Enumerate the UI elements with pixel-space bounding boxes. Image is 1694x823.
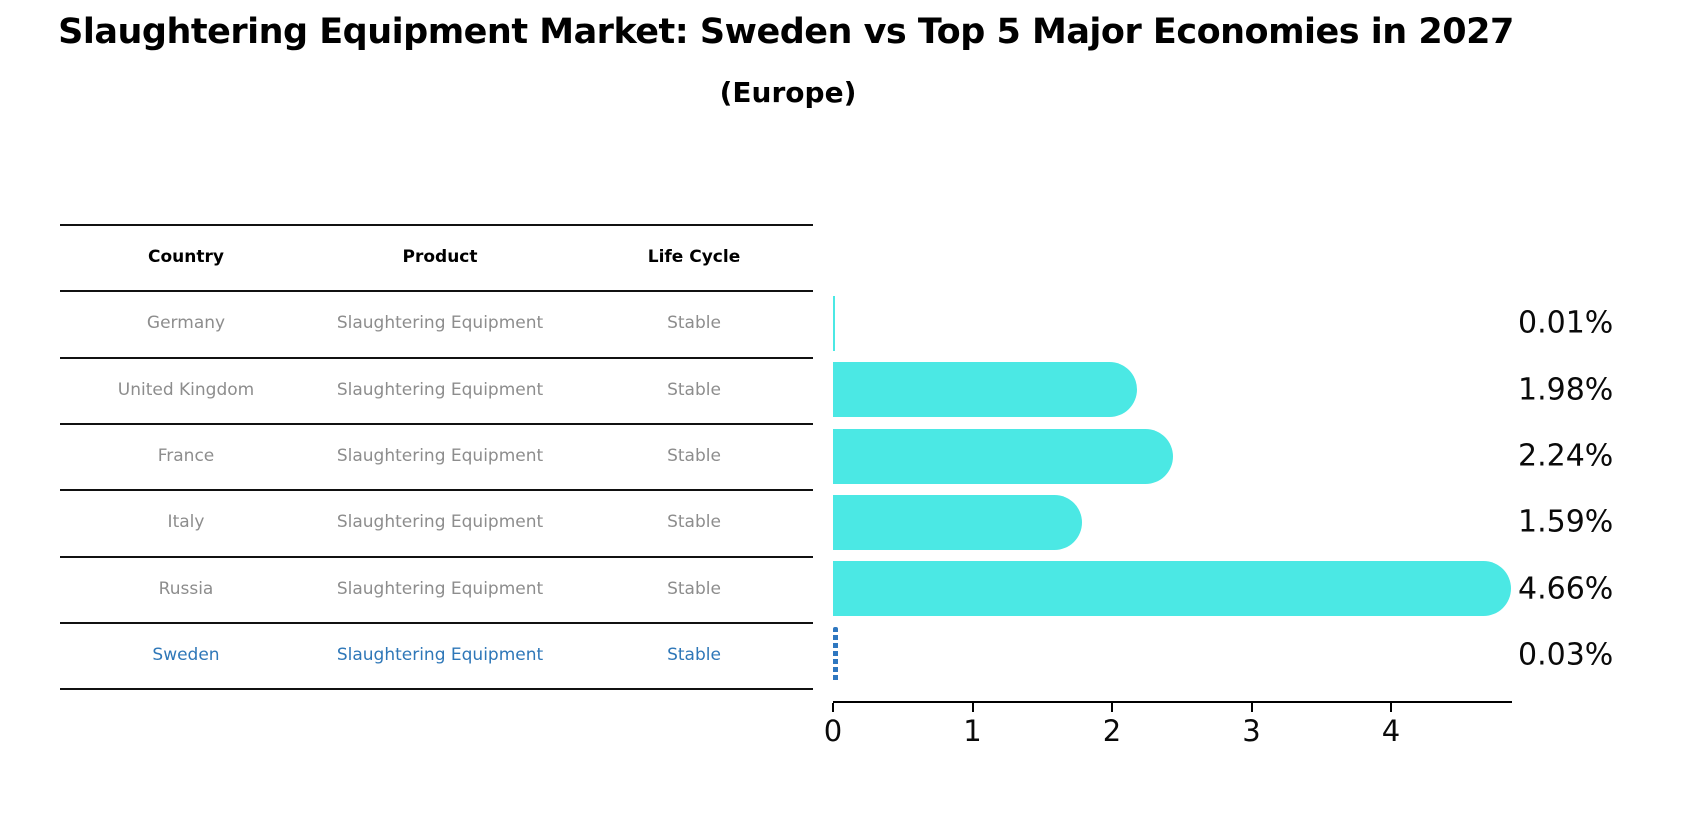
page-title: Slaughtering Equipment Market: Sweden vs… — [58, 12, 1514, 52]
value-label: 0.03% — [1518, 637, 1614, 673]
x-axis-tick — [1390, 703, 1392, 712]
bar — [833, 494, 1083, 550]
table-rule — [60, 224, 813, 226]
table-cell-lifecycle: Stable — [667, 379, 721, 400]
table-cell-country: Italy — [167, 512, 205, 533]
table-cell-product: Slaughtering Equipment — [336, 644, 544, 665]
table-rule — [60, 356, 813, 359]
table-cell-country: Russia — [158, 578, 214, 599]
bar — [833, 428, 1173, 484]
value-label: 4.66% — [1518, 571, 1614, 607]
x-axis-tick-label: 3 — [1242, 714, 1261, 748]
value-label: 0.01% — [1518, 305, 1614, 341]
x-axis-tick-label: 0 — [823, 714, 843, 748]
bar — [833, 295, 835, 351]
table-rule — [60, 290, 813, 293]
x-axis-tick — [1250, 703, 1253, 712]
table-cell-lifecycle: Stable — [667, 446, 721, 467]
bar — [833, 362, 1137, 418]
x-axis-tick — [971, 703, 974, 712]
table-cell-product: Slaughtering Equipment — [336, 578, 544, 599]
x-axis-tick-label: 2 — [1102, 714, 1122, 748]
value-label: 1.59% — [1518, 504, 1614, 540]
table-rule — [60, 688, 813, 691]
table-cell-lifecycle: Stable — [667, 644, 721, 665]
table-cell-lifecycle: Stable — [667, 512, 721, 533]
table-cell-country: Sweden — [152, 644, 220, 665]
table-rule — [60, 422, 813, 425]
highlight-bar-marker — [833, 627, 838, 683]
table-header-cell: Country — [148, 247, 224, 268]
table-cell-product: Slaughtering Equipment — [336, 379, 544, 400]
page-subtitle: (Europe) — [719, 76, 857, 109]
value-label: 2.24% — [1518, 438, 1614, 474]
x-axis-tick-label: 4 — [1381, 714, 1401, 748]
bar — [833, 561, 1511, 617]
table-header-cell: Life Cycle — [647, 247, 741, 268]
table-header-cell: Product — [402, 247, 478, 268]
table-cell-product: Slaughtering Equipment — [336, 512, 544, 533]
x-axis-tick-label: 1 — [963, 714, 982, 748]
table-cell-country: France — [157, 446, 215, 467]
value-label: 1.98% — [1518, 372, 1614, 408]
table-cell-product: Slaughtering Equipment — [336, 446, 544, 467]
table-cell-lifecycle: Stable — [667, 313, 721, 334]
table-cell-lifecycle: Stable — [667, 578, 721, 599]
x-axis-tick — [1111, 703, 1113, 712]
table-cell-country: Germany — [146, 313, 226, 334]
x-axis-tick — [832, 703, 834, 712]
table-rule — [60, 489, 813, 492]
table-cell-country: United Kingdom — [117, 379, 255, 400]
table-cell-product: Slaughtering Equipment — [336, 313, 544, 334]
table-rule — [60, 621, 813, 624]
x-axis-line — [833, 701, 1512, 703]
table-rule — [60, 555, 813, 558]
